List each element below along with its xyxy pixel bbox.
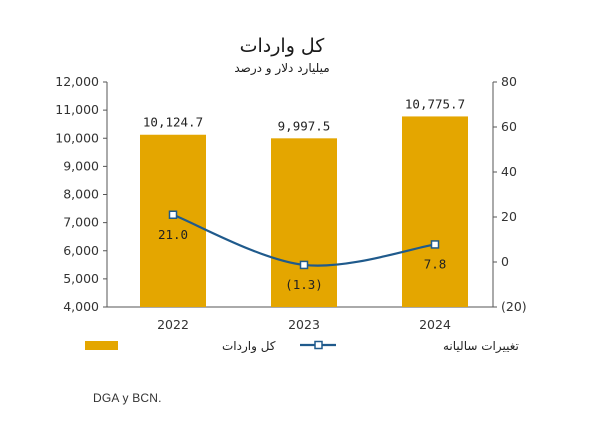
left-tick-label: 10,000	[55, 130, 99, 145]
plot-area: 4,000 5,000 6,000 7,000 8,000 9,000 10,000 11,0…	[55, 74, 526, 332]
category-label: 2023	[288, 317, 320, 332]
chart-title: کل واردات	[240, 35, 326, 57]
left-tick-label: 6,000	[63, 243, 99, 258]
line-value-label: 21.0	[158, 227, 188, 242]
bar	[402, 116, 468, 307]
line-value-label: (1.3)	[285, 277, 323, 292]
source-note: DGA y BCN.	[93, 391, 162, 405]
legend: کل واردات تغییرات سالیانه	[85, 339, 519, 354]
left-tick-label: 5,000	[63, 271, 99, 286]
category-label: 2024	[419, 317, 451, 332]
right-tick-label: 60	[501, 119, 517, 134]
category-label: 2022	[157, 317, 189, 332]
legend-label-bars: کل واردات	[222, 339, 276, 354]
line-value-label: 7.8	[424, 256, 447, 271]
line-point	[168, 210, 178, 219]
chart-subtitle: میلیارد دلار و درصد	[234, 61, 329, 76]
right-tick-label: 20	[501, 209, 517, 224]
bar-value-label: 10,775.7	[405, 96, 465, 111]
left-tick-label: 12,000	[55, 74, 99, 89]
line-point	[430, 240, 440, 249]
bar	[140, 134, 206, 307]
left-tick-label: 4,000	[63, 299, 99, 314]
bar-value-label: 10,124.7	[143, 115, 203, 130]
right-tick-label: 0	[501, 254, 509, 269]
right-tick-label: 40	[501, 164, 517, 179]
bar	[271, 138, 337, 307]
legend-label-line: تغییرات سالیانه	[443, 339, 519, 354]
left-tick-label: 8,000	[63, 187, 99, 202]
line-point	[299, 260, 309, 270]
legend-swatch-marker	[314, 340, 323, 350]
right-tick-label: 80	[501, 74, 517, 89]
right-tick-label: (20)	[501, 299, 527, 314]
bar-value-label: 9,997.5	[278, 118, 331, 133]
left-tick-label: 11,000	[55, 102, 99, 117]
legend-swatch-bars	[85, 341, 118, 350]
left-tick-label: 7,000	[63, 215, 99, 230]
left-tick-label: 9,000	[63, 158, 99, 173]
